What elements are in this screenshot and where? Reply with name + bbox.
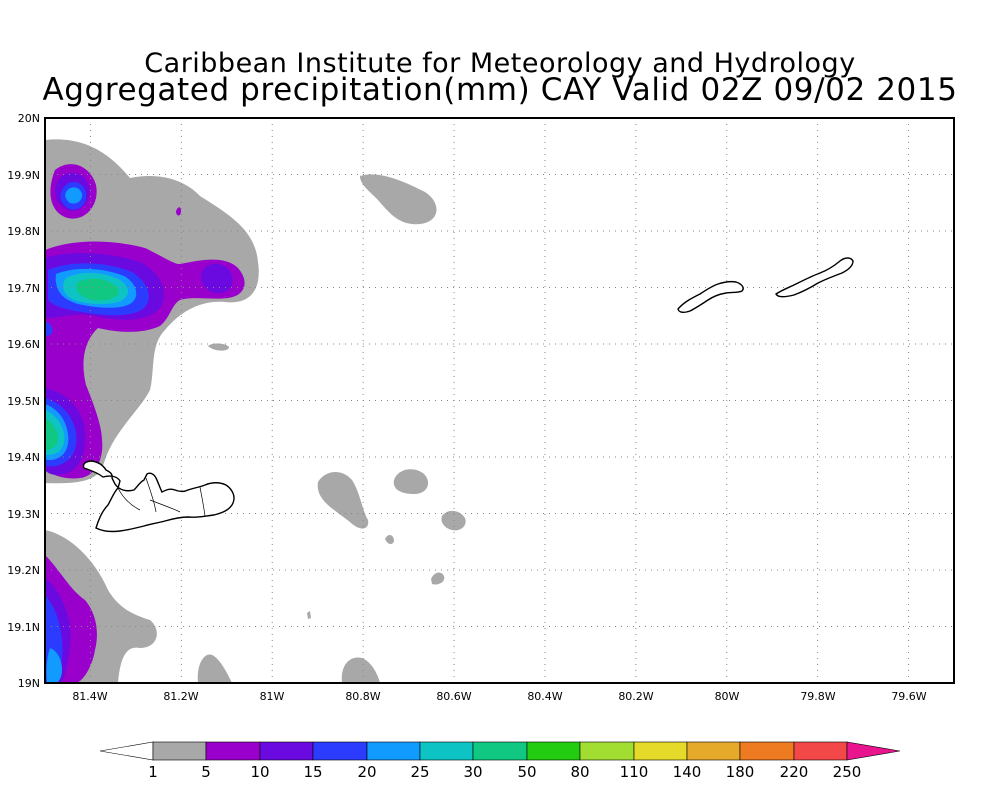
colorbar-segment — [152, 741, 207, 761]
cayman-brac-island — [775, 257, 854, 298]
colorbar-label: 110 — [620, 763, 649, 781]
grand-cayman-island — [82, 460, 235, 533]
island-coastlines — [82, 257, 854, 533]
lon-label: 81.4W — [72, 690, 107, 703]
colorbar-segment — [259, 741, 314, 761]
lon-label: 79.6W — [891, 690, 926, 703]
lat-label: 19.2N — [7, 564, 40, 577]
lat-label: 19.7N — [7, 282, 40, 295]
colorbar-lower-arrow — [99, 741, 154, 761]
colorbar-upper-arrow — [846, 741, 901, 761]
colorbar-label: 140 — [673, 763, 702, 781]
colorbar-label: 180 — [726, 763, 755, 781]
colorbar-segment — [312, 741, 368, 761]
lat-label: 19.9N — [7, 169, 40, 182]
lon-label: 80.4W — [527, 690, 562, 703]
colorbar-segment — [366, 741, 421, 761]
lon-label: 79.8W — [800, 690, 835, 703]
colorbar-segment — [739, 741, 795, 761]
precip-30-50mm-layer — [45, 278, 119, 450]
colorbar-labels: 1 5 10 15 20 25 30 50 80 110 140 180 220… — [148, 763, 861, 781]
colorbar-segment — [633, 741, 688, 761]
longitude-axis: 81.4W 81.2W 81W 80.8W 80.6W 80.4W 80.2W … — [72, 690, 926, 703]
lon-label: 80.8W — [345, 690, 380, 703]
lat-label: 20N — [18, 112, 40, 125]
grand-cayman-interior-line — [117, 477, 206, 517]
lon-label: 81.2W — [163, 690, 198, 703]
colorbar-label: 25 — [410, 763, 429, 781]
lat-label: 19.8N — [7, 225, 40, 238]
lat-label: 19.1N — [7, 621, 40, 634]
colorbar-label: 5 — [201, 763, 211, 781]
colorbar-segment — [526, 741, 581, 761]
colorbar-label: 80 — [570, 763, 589, 781]
figure-subtitle: Aggregated precipitation(mm) CAY Valid 0… — [42, 72, 958, 108]
latitude-axis: 19N 19.1N 19.2N 19.3N 19.4N 19.5N 19.6N … — [7, 112, 40, 690]
precipitation-colorbar — [99, 741, 901, 761]
colorbar-segment — [793, 741, 848, 761]
lat-label: 19.6N — [7, 338, 40, 351]
map-frame — [44, 117, 955, 684]
lon-label: 80.6W — [436, 690, 471, 703]
colorbar-label: 50 — [517, 763, 536, 781]
lon-label: 81W — [260, 690, 285, 703]
lon-label: 80W — [715, 690, 740, 703]
lon-label: 80.2W — [618, 690, 653, 703]
lat-label: 19.3N — [7, 508, 40, 521]
colorbar-label: 1 — [148, 763, 158, 781]
map-gridlines — [45, 118, 954, 683]
colorbar-segment — [472, 741, 528, 761]
precipitation-field — [45, 139, 466, 683]
colorbar-segment — [579, 741, 635, 761]
colorbar-label: 15 — [303, 763, 322, 781]
colorbar-label: 10 — [250, 763, 269, 781]
colorbar-label: 30 — [463, 763, 482, 781]
lat-label: 19.5N — [7, 395, 40, 408]
precip-1-5mm-layer — [45, 139, 466, 683]
figure-title: Caribbean Institute for Meteorology and … — [144, 48, 856, 79]
colorbar-label: 250 — [833, 763, 862, 781]
colorbar-segment — [686, 741, 741, 761]
colorbar-segment — [205, 741, 261, 761]
colorbar-segment — [419, 741, 474, 761]
lat-label: 19.4N — [7, 451, 40, 464]
lat-label: 19N — [18, 677, 40, 690]
little-cayman-island — [677, 280, 744, 314]
colorbar-label: 20 — [357, 763, 376, 781]
colorbar-label: 220 — [780, 763, 809, 781]
